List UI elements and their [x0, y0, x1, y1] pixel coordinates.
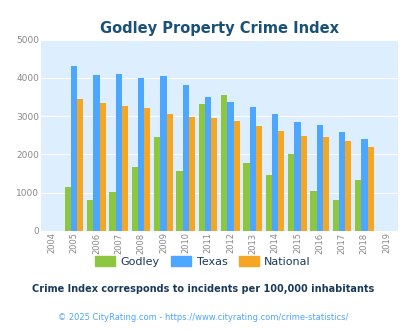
Bar — [99, 103, 106, 231]
Bar — [344, 142, 351, 231]
Bar — [354, 180, 360, 231]
Bar — [176, 171, 182, 231]
Bar — [77, 99, 83, 231]
Legend: Godley, Texas, National: Godley, Texas, National — [91, 251, 314, 271]
Bar — [71, 66, 77, 231]
Bar — [233, 121, 239, 231]
Bar — [243, 163, 249, 231]
Bar — [255, 126, 262, 231]
Bar — [322, 137, 328, 231]
Title: Godley Property Crime Index: Godley Property Crime Index — [100, 21, 338, 36]
Bar — [287, 154, 294, 231]
Bar — [198, 104, 205, 231]
Bar — [182, 85, 188, 231]
Bar — [300, 136, 306, 231]
Bar — [316, 125, 322, 231]
Bar — [332, 200, 338, 231]
Bar — [87, 200, 93, 231]
Bar — [271, 114, 277, 231]
Text: © 2025 CityRating.com - https://www.cityrating.com/crime-statistics/: © 2025 CityRating.com - https://www.city… — [58, 313, 347, 322]
Bar — [205, 97, 211, 231]
Bar — [220, 95, 227, 231]
Bar — [160, 76, 166, 231]
Bar — [153, 137, 160, 231]
Bar — [93, 75, 99, 231]
Bar — [211, 118, 217, 231]
Bar — [265, 175, 271, 231]
Bar — [131, 167, 138, 231]
Bar — [115, 74, 122, 231]
Bar — [109, 192, 115, 231]
Bar — [188, 117, 195, 231]
Bar — [249, 107, 255, 231]
Bar — [277, 131, 284, 231]
Bar — [138, 78, 144, 231]
Bar — [338, 132, 344, 231]
Bar — [144, 108, 150, 231]
Bar — [294, 122, 300, 231]
Text: Crime Index corresponds to incidents per 100,000 inhabitants: Crime Index corresponds to incidents per… — [32, 284, 373, 294]
Bar — [166, 114, 173, 231]
Bar — [227, 102, 233, 231]
Bar — [64, 187, 71, 231]
Bar — [367, 147, 373, 231]
Bar — [360, 139, 367, 231]
Bar — [122, 106, 128, 231]
Bar — [309, 191, 316, 231]
